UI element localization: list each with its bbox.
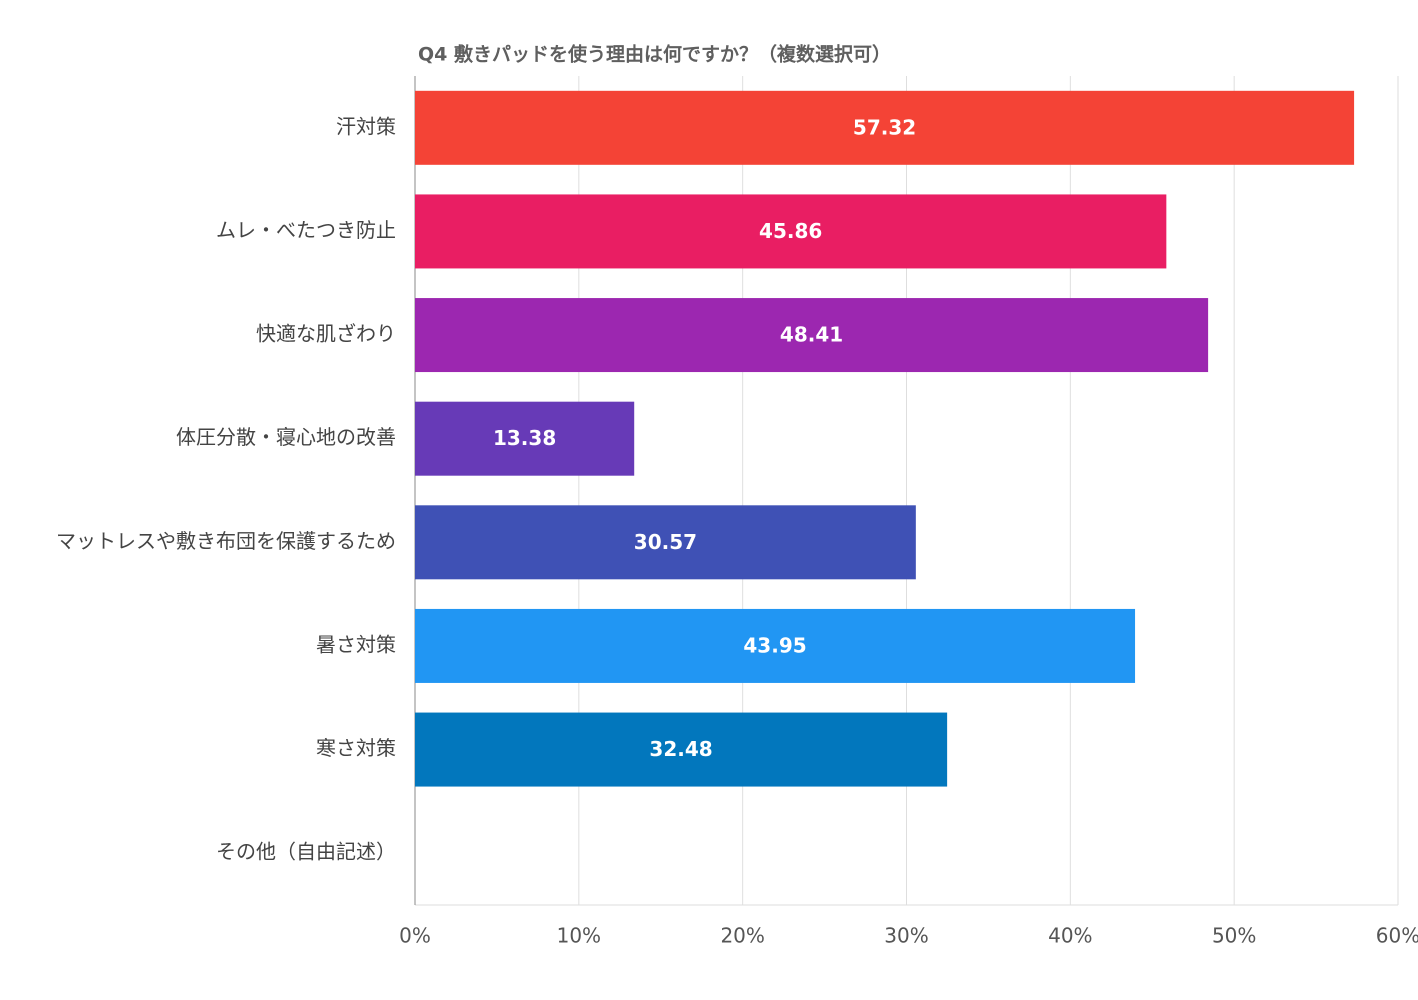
x-tick-label: 10%	[557, 924, 601, 948]
x-tick-label: 30%	[884, 924, 928, 948]
bar	[415, 505, 916, 580]
x-tick-label: 50%	[1212, 924, 1256, 948]
y-tick-label: マットレスや敷き布団を保護するため	[56, 529, 396, 553]
bar	[415, 401, 635, 476]
y-tick-label: 汗対策	[336, 114, 396, 138]
y-tick-label: その他（自由記述）	[216, 840, 396, 864]
value-label: 32.48	[649, 737, 712, 761]
bar	[415, 90, 1355, 165]
bar	[415, 608, 1136, 683]
bar	[415, 712, 948, 787]
x-tick-label: 40%	[1048, 924, 1092, 948]
x-tick-label: 20%	[720, 924, 764, 948]
y-tick-label: ムレ・べたつき防止	[216, 218, 396, 242]
value-label: 13.38	[493, 426, 556, 450]
value-label: 57.32	[853, 115, 916, 139]
value-label: 48.41	[780, 323, 843, 347]
value-label: 30.57	[634, 530, 697, 554]
bar	[415, 298, 1209, 373]
value-label: 43.95	[743, 633, 806, 657]
y-tick-label: 暑さ対策	[316, 632, 396, 656]
y-tick-label: 寒さ対策	[316, 736, 396, 760]
y-tick-label: 快適な肌ざわり	[256, 322, 396, 346]
bar	[415, 194, 1167, 269]
chart-title: Q4 敷きパッドを使う理由は何ですか？（複数選択可）	[418, 43, 891, 66]
x-tick-label: 0%	[399, 924, 431, 948]
x-tick-label: 60%	[1376, 924, 1418, 948]
y-tick-label: 体圧分散・寝心地の改善	[176, 425, 396, 449]
value-label: 45.86	[759, 219, 822, 243]
